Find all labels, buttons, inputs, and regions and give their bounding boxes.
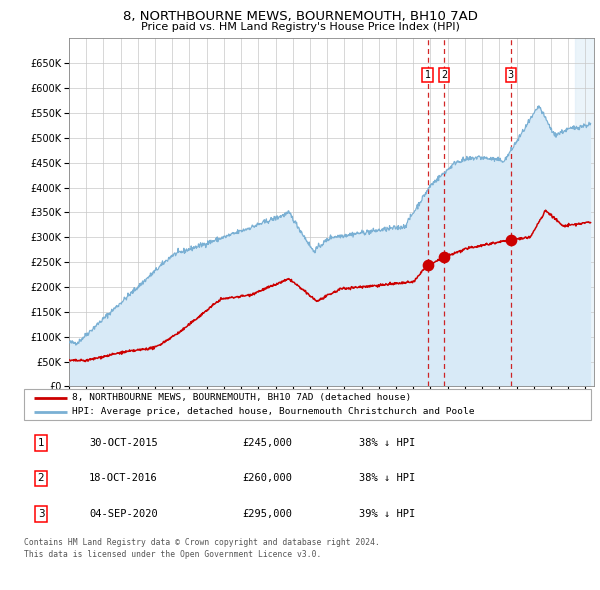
Text: 8, NORTHBOURNE MEWS, BOURNEMOUTH, BH10 7AD (detached house): 8, NORTHBOURNE MEWS, BOURNEMOUTH, BH10 7… — [72, 393, 412, 402]
Point — [423, 260, 433, 269]
Point — [506, 235, 515, 244]
Text: 30-OCT-2015: 30-OCT-2015 — [89, 438, 158, 448]
Text: Price paid vs. HM Land Registry's House Price Index (HPI): Price paid vs. HM Land Registry's House … — [140, 22, 460, 32]
Text: This data is licensed under the Open Government Licence v3.0.: This data is licensed under the Open Gov… — [24, 550, 322, 559]
Text: 38% ↓ HPI: 38% ↓ HPI — [359, 474, 415, 483]
Text: 2: 2 — [441, 70, 447, 80]
Text: 38% ↓ HPI: 38% ↓ HPI — [359, 438, 415, 448]
Text: 1: 1 — [424, 70, 431, 80]
Text: 18-OCT-2016: 18-OCT-2016 — [89, 474, 158, 483]
Text: 39% ↓ HPI: 39% ↓ HPI — [359, 509, 415, 519]
Text: HPI: Average price, detached house, Bournemouth Christchurch and Poole: HPI: Average price, detached house, Bour… — [72, 407, 475, 417]
Bar — [575, 38, 594, 386]
Text: Contains HM Land Registry data © Crown copyright and database right 2024.: Contains HM Land Registry data © Crown c… — [24, 538, 380, 547]
Text: 2: 2 — [38, 474, 44, 483]
Text: £260,000: £260,000 — [242, 474, 292, 483]
Text: 8, NORTHBOURNE MEWS, BOURNEMOUTH, BH10 7AD: 8, NORTHBOURNE MEWS, BOURNEMOUTH, BH10 7… — [122, 10, 478, 23]
Text: £295,000: £295,000 — [242, 509, 292, 519]
Point — [439, 253, 449, 262]
Text: 1: 1 — [38, 438, 44, 448]
Text: 3: 3 — [508, 70, 514, 80]
Text: £245,000: £245,000 — [242, 438, 292, 448]
Text: 3: 3 — [38, 509, 44, 519]
Text: 04-SEP-2020: 04-SEP-2020 — [89, 509, 158, 519]
